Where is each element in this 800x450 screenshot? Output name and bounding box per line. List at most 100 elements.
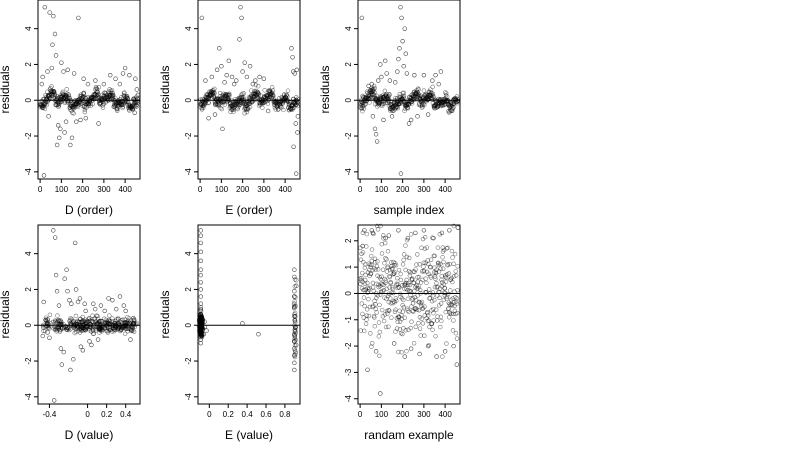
data-point — [417, 262, 422, 267]
data-point — [423, 276, 428, 281]
data-point — [402, 315, 407, 320]
data-point — [374, 223, 380, 229]
data-point — [81, 322, 87, 328]
data-point — [405, 296, 411, 302]
data-point — [438, 324, 443, 330]
data-point — [110, 297, 115, 303]
data-point — [396, 228, 401, 233]
data-point — [240, 321, 245, 326]
data-point — [447, 228, 452, 233]
data-point — [424, 245, 430, 250]
data-point — [358, 257, 364, 262]
data-point — [407, 255, 412, 261]
data-point — [130, 328, 136, 333]
data-point — [416, 284, 421, 289]
data-point — [56, 103, 62, 108]
x-tick-label: 400 — [118, 185, 132, 194]
data-point — [90, 101, 95, 107]
data-point — [425, 112, 431, 117]
data-point — [372, 315, 377, 320]
data-point — [405, 102, 411, 108]
data-point — [431, 235, 436, 241]
data-point — [99, 327, 104, 333]
data-point — [222, 80, 227, 85]
data-point — [106, 321, 111, 327]
data-point — [368, 253, 374, 259]
y-axis-title: residuals — [318, 290, 332, 338]
data-point — [446, 271, 452, 276]
data-point — [377, 329, 383, 335]
data-point — [289, 46, 294, 51]
data-point — [131, 320, 136, 326]
y-tick-label: 2 — [184, 62, 193, 67]
data-point — [124, 95, 130, 101]
data-point — [229, 74, 235, 80]
data-point — [365, 280, 370, 286]
data-point — [46, 325, 51, 331]
y-tick-label: -2 — [24, 132, 33, 140]
data-point — [293, 320, 298, 325]
data-point — [50, 319, 56, 325]
data-point — [253, 82, 259, 88]
data-point — [379, 274, 384, 279]
data-point — [54, 142, 60, 148]
data-point — [373, 260, 378, 265]
data-point — [53, 318, 58, 323]
data-point — [449, 108, 454, 113]
data-point — [292, 348, 298, 353]
data-point — [382, 312, 388, 317]
data-point — [445, 262, 451, 267]
data-point — [375, 293, 380, 298]
data-point — [67, 98, 72, 103]
data-point — [66, 325, 71, 331]
data-point — [268, 93, 274, 98]
data-point — [454, 296, 460, 301]
data-point — [110, 90, 115, 96]
data-point — [294, 342, 299, 348]
data-point — [240, 97, 246, 103]
data-point — [372, 86, 377, 91]
data-point — [409, 304, 414, 309]
data-point — [398, 271, 403, 277]
data-point — [253, 78, 258, 83]
data-point — [418, 280, 424, 285]
data-point — [364, 231, 370, 237]
data-point — [453, 295, 458, 300]
data-point — [209, 74, 215, 80]
data-point — [374, 139, 380, 144]
data-point — [435, 245, 441, 250]
data-point — [360, 250, 366, 255]
data-point — [131, 315, 136, 321]
data-point — [442, 290, 448, 296]
data-point — [372, 126, 378, 132]
data-point — [39, 81, 45, 87]
data-point — [417, 351, 422, 357]
data-point — [424, 289, 429, 295]
data-point — [73, 287, 79, 292]
data-point — [293, 314, 298, 319]
data-point — [292, 310, 298, 316]
data-point — [219, 106, 225, 112]
data-point — [420, 321, 426, 326]
data-point — [294, 283, 299, 289]
y-tick-label: 2 — [344, 238, 353, 243]
data-point — [59, 60, 64, 65]
data-point — [40, 333, 45, 339]
x-tick-label: 400 — [438, 410, 452, 419]
data-point — [431, 306, 436, 312]
data-point — [198, 294, 204, 299]
data-point — [293, 171, 299, 176]
data-point — [403, 328, 409, 333]
data-point — [51, 13, 56, 19]
data-point — [41, 328, 46, 334]
data-point — [381, 236, 386, 241]
data-point — [370, 114, 376, 119]
data-point — [363, 262, 368, 267]
data-point — [385, 264, 390, 269]
data-point — [405, 308, 410, 313]
data-point — [362, 228, 367, 233]
data-point — [433, 333, 438, 339]
data-point — [391, 299, 396, 304]
data-point — [414, 307, 420, 313]
data-point — [389, 315, 394, 320]
